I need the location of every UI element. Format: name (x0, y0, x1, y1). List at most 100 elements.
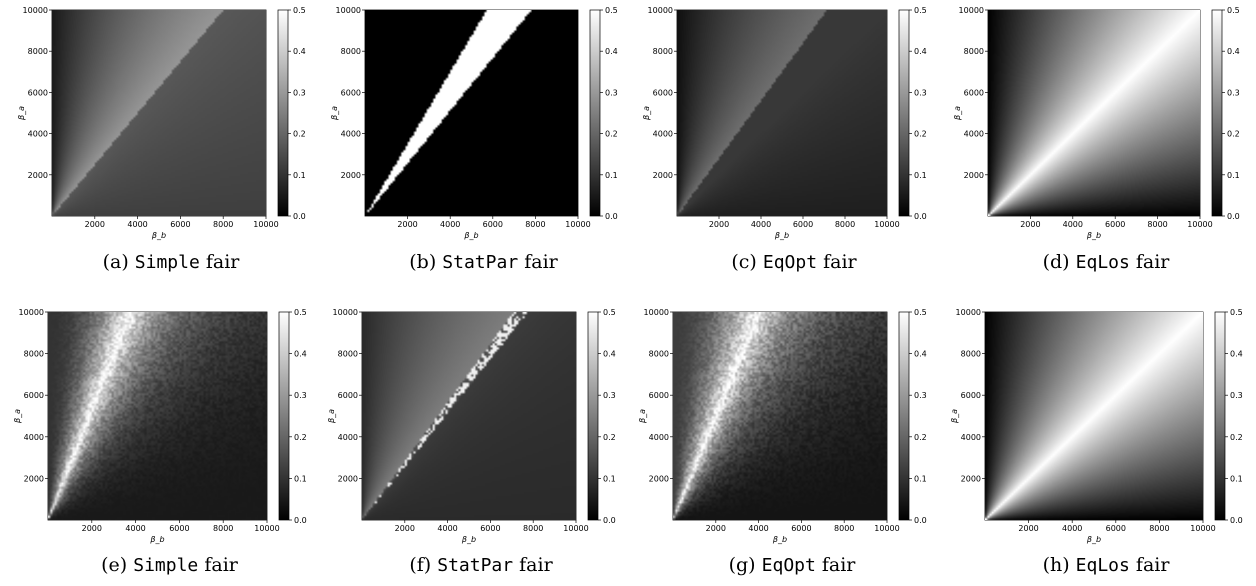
y-tick-label: 2000 (961, 474, 981, 483)
caption-method: EqLos (1076, 555, 1130, 576)
y-axis-label: β_a (642, 106, 651, 121)
caption-method: EqOpt (762, 555, 816, 576)
x-tick-label: 4000 (440, 220, 460, 229)
caption-suffix: fair (822, 554, 856, 576)
panel-caption: (e) Simple fair (101, 554, 239, 576)
colorbar-tick-label: 0.3 (914, 88, 927, 97)
x-tick-label: 6000 (170, 220, 190, 229)
y-axis-label: β_a (13, 409, 22, 424)
y-tick-label: 4000 (24, 433, 44, 442)
x-axis-label: β_b (461, 535, 476, 544)
colorbar-tick-label: 0.5 (293, 6, 306, 15)
colorbar-tick-label: 0.5 (914, 308, 927, 317)
panel-caption: (c) EqOpt fair (731, 251, 857, 273)
colorbar-tick-label: 0.0 (294, 516, 307, 525)
y-tick-label: 4000 (341, 130, 361, 139)
heatmap-image (52, 10, 266, 216)
caption-method: StatPar (442, 252, 518, 273)
panel-e: 2000 4000 6000 8000 10000 2000 4000 6000 8000 100… (13, 308, 307, 576)
caption-letter: (d) (1043, 251, 1070, 273)
x-tick-label: 10000 (565, 220, 590, 229)
colorbar-tick-label: 0.5 (603, 308, 616, 317)
colorbar-tick-label: 0.3 (294, 391, 307, 400)
colorbar-tick-label: 0.4 (914, 350, 927, 359)
panel-caption: (g) EqOpt fair (729, 554, 857, 576)
y-tick-label: 2000 (28, 171, 48, 180)
caption-method: EqOpt (763, 252, 817, 273)
y-axis-label: β_a (327, 409, 336, 424)
x-tick-label: 10000 (254, 524, 279, 533)
x-tick-label: 8000 (213, 524, 233, 533)
x-tick-label: 6000 (169, 524, 189, 533)
caption-letter: (a) (103, 251, 129, 273)
y-tick-label: 4000 (28, 130, 48, 139)
x-tick-label: 6000 (793, 220, 813, 229)
y-tick-label: 10000 (959, 6, 984, 15)
y-axis-label: β_a (17, 106, 26, 121)
x-tick-label: 2000 (1020, 220, 1040, 229)
x-tick-label: 10000 (874, 220, 899, 229)
x-tick-label: 6000 (1106, 524, 1126, 533)
colorbar-tick-label: 0.2 (914, 433, 927, 442)
y-tick-label: 10000 (648, 6, 673, 15)
x-tick-label: 4000 (748, 524, 768, 533)
y-tick-label: 2000 (24, 474, 44, 483)
y-tick-label: 2000 (649, 474, 669, 483)
panel-g: 2000 4000 6000 8000 10000 2000 4000 6000 8000 100… (638, 308, 927, 576)
x-tick-label: 4000 (125, 524, 145, 533)
x-tick-label: 2000 (1018, 524, 1038, 533)
colorbar (1211, 9, 1223, 217)
caption-letter: (e) (101, 554, 127, 576)
y-tick-label: 6000 (649, 391, 669, 400)
colorbar (589, 9, 601, 217)
x-tick-label: 2000 (82, 524, 102, 533)
colorbar (587, 311, 599, 521)
x-tick-label: 8000 (1149, 524, 1169, 533)
y-axis-label: β_a (950, 409, 959, 424)
y-tick-label: 6000 (24, 391, 44, 400)
colorbar-tick-label: 0.3 (293, 88, 306, 97)
caption-letter: (f) (409, 554, 431, 576)
colorbar-tick-label: 0.2 (603, 433, 616, 442)
y-tick-label: 8000 (653, 47, 673, 56)
colorbar-tick-label: 0.5 (605, 6, 618, 15)
caption-suffix: fair (206, 251, 240, 273)
x-tick-label: 6000 (791, 524, 811, 533)
colorbar (898, 9, 910, 217)
colorbar-tick-label: 0.1 (1227, 171, 1240, 180)
colorbar-tick-label: 0.5 (1227, 6, 1240, 15)
x-axis-label: β_b (774, 231, 789, 240)
colorbar-tick-label: 0.1 (294, 474, 307, 483)
y-tick-label: 4000 (649, 433, 669, 442)
x-tick-label: 8000 (525, 220, 545, 229)
x-tick-label: 2000 (709, 220, 729, 229)
colorbar-tick-label: 0.1 (1230, 474, 1243, 483)
y-tick-label: 8000 (24, 350, 44, 359)
colorbar-tick-label: 0.3 (1230, 391, 1243, 400)
colorbar-tick-label: 0.2 (293, 130, 306, 139)
y-tick-label: 8000 (961, 350, 981, 359)
heatmap-image (365, 10, 578, 216)
x-axis-label: β_b (463, 231, 478, 240)
colorbar-tick-label: 0.4 (605, 47, 618, 56)
y-tick-label: 4000 (961, 433, 981, 442)
x-tick-label: 10000 (1187, 220, 1212, 229)
colorbar-tick-label: 0.1 (914, 474, 927, 483)
colorbar-tick-label: 0.2 (914, 130, 927, 139)
heatmap-image (985, 312, 1203, 520)
x-tick-label: 8000 (835, 220, 855, 229)
caption-method: Simple (135, 252, 200, 273)
colorbar-tick-label: 0.0 (605, 212, 618, 221)
y-tick-label: 6000 (964, 88, 984, 97)
y-tick-label: 10000 (333, 308, 358, 317)
colorbar (278, 311, 290, 521)
caption-letter: (h) (1043, 554, 1070, 576)
y-axis-label: β_a (330, 106, 339, 121)
colorbar-tick-label: 0.2 (294, 433, 307, 442)
y-tick-label: 10000 (956, 308, 981, 317)
x-tick-label: 10000 (253, 220, 278, 229)
x-tick-label: 4000 (751, 220, 771, 229)
panel-h: 2000 4000 6000 8000 10000 2000 4000 6000 8000 100… (950, 308, 1243, 576)
y-tick-label: 2000 (653, 171, 673, 180)
colorbar-tick-label: 0.0 (293, 212, 306, 221)
